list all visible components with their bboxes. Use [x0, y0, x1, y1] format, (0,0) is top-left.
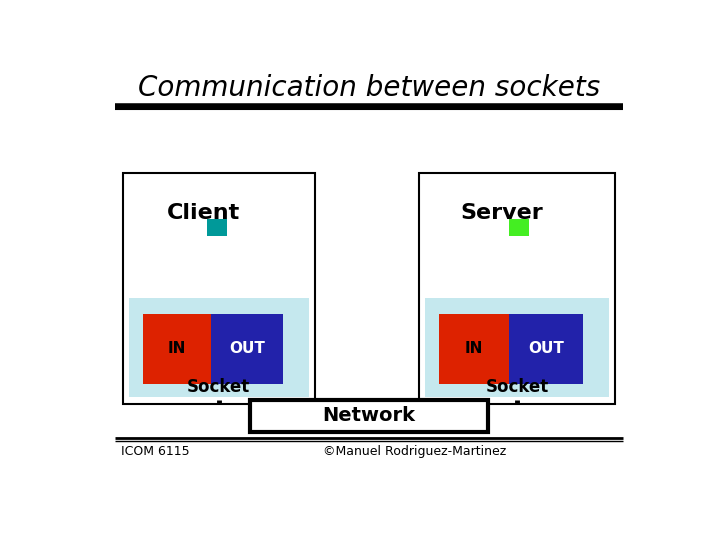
Bar: [143, 314, 211, 383]
Text: OUT: OUT: [229, 341, 265, 356]
Bar: [211, 314, 283, 383]
Text: Server: Server: [460, 202, 543, 222]
Bar: [509, 219, 529, 236]
Text: Socket: Socket: [187, 377, 251, 396]
Bar: [207, 219, 228, 236]
Bar: [122, 173, 315, 403]
Text: IN: IN: [168, 341, 186, 356]
Text: IN: IN: [465, 341, 483, 356]
Text: Socket: Socket: [485, 377, 549, 396]
Text: Client: Client: [167, 202, 240, 222]
Text: ©Manuel Rodriguez-Martinez: ©Manuel Rodriguez-Martinez: [323, 445, 506, 458]
Text: Network: Network: [323, 407, 415, 426]
Text: ICOM 6115: ICOM 6115: [121, 445, 189, 458]
Bar: [250, 400, 488, 432]
Bar: [419, 173, 616, 403]
Text: OUT: OUT: [528, 341, 564, 356]
Bar: [439, 314, 509, 383]
Text: Communication between sockets: Communication between sockets: [138, 74, 600, 102]
Bar: [426, 298, 609, 397]
Bar: [129, 298, 309, 397]
Bar: [509, 314, 582, 383]
